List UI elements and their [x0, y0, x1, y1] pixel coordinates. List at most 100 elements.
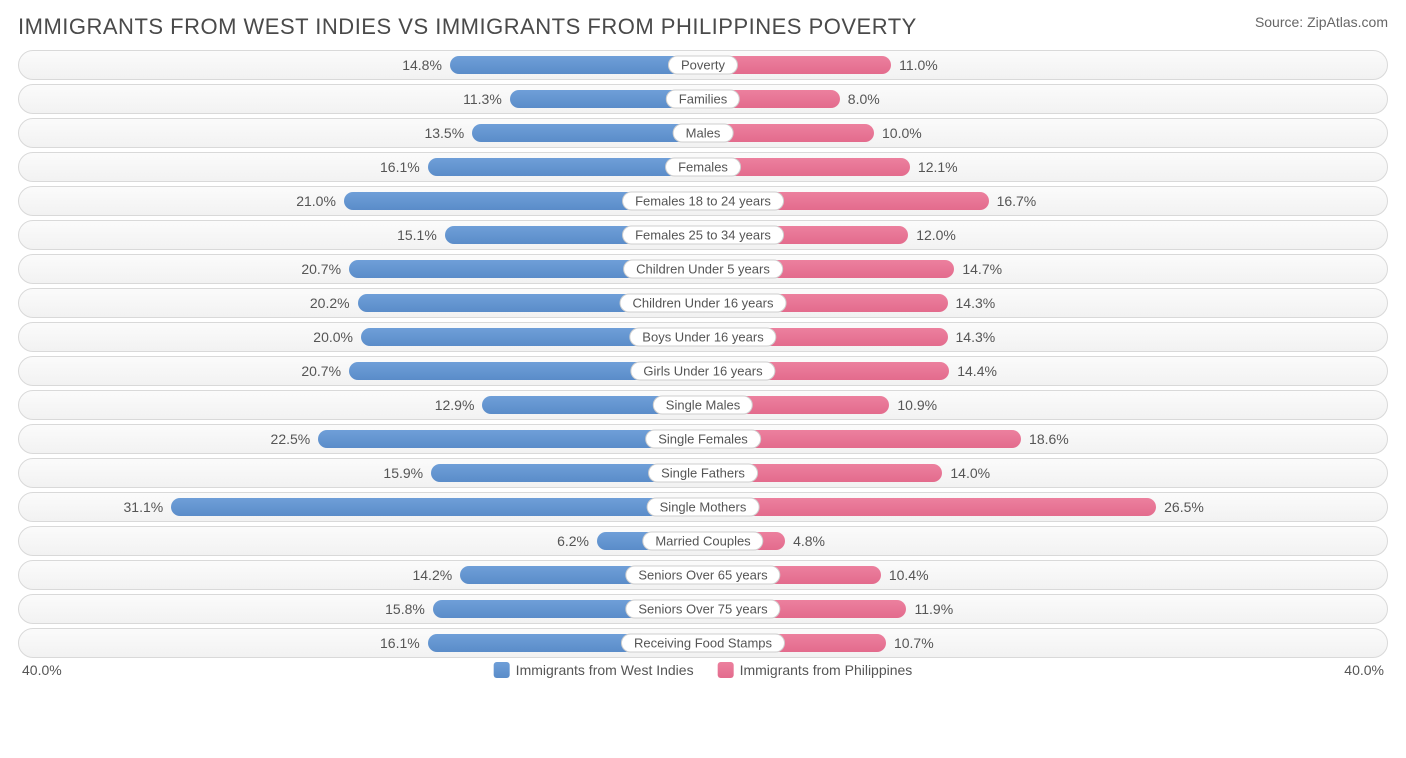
- category-label: Girls Under 16 years: [630, 362, 775, 381]
- left-half: 22.5%: [19, 425, 703, 453]
- chart-row: 22.5%18.6%Single Females: [18, 424, 1388, 454]
- bar-left: 13.5%: [472, 124, 703, 142]
- value-label-left: 20.0%: [313, 329, 361, 345]
- chart-title: IMMIGRANTS FROM WEST INDIES VS IMMIGRANT…: [18, 14, 917, 40]
- header: IMMIGRANTS FROM WEST INDIES VS IMMIGRANT…: [18, 14, 1388, 40]
- value-label-left: 31.1%: [124, 499, 172, 515]
- value-label-right: 10.7%: [886, 635, 934, 651]
- axis-max-left: 40.0%: [22, 662, 62, 678]
- value-label-right: 14.3%: [948, 329, 996, 345]
- value-label-left: 14.2%: [412, 567, 460, 583]
- right-half: 11.9%: [703, 595, 1387, 623]
- value-label-right: 14.0%: [942, 465, 990, 481]
- value-label-right: 14.3%: [948, 295, 996, 311]
- category-label: Single Fathers: [648, 464, 758, 483]
- chart-row: 15.9% 14.0% Single Fathers: [18, 458, 1388, 488]
- value-label-right: 11.9%: [906, 601, 953, 617]
- left-half: 21.0%: [19, 187, 703, 215]
- category-label: Married Couples: [642, 532, 763, 551]
- chart-row: 20.0% 14.3% Boys Under 16 years: [18, 322, 1388, 352]
- right-half: 14.4%: [703, 357, 1387, 385]
- category-label: Receiving Food Stamps: [621, 634, 785, 653]
- left-half: 13.5%: [19, 119, 703, 147]
- value-label-right: 10.4%: [881, 567, 929, 583]
- value-label-right: 26.5%: [1156, 499, 1204, 515]
- value-label-right: 10.9%: [889, 397, 937, 413]
- value-label-left: 6.2%: [557, 533, 597, 549]
- value-label-right: 14.7%: [954, 261, 1002, 277]
- category-label: Seniors Over 65 years: [625, 566, 780, 585]
- left-half: 31.1%: [19, 493, 703, 521]
- right-half: 14.0%: [703, 459, 1387, 487]
- bar-left: 16.1%: [428, 158, 703, 176]
- left-half: 20.2%: [19, 289, 703, 317]
- left-half: 15.8%: [19, 595, 703, 623]
- left-half: 20.7%: [19, 357, 703, 385]
- value-label-left: 20.7%: [301, 363, 349, 379]
- legend-label-left: Immigrants from West Indies: [516, 662, 694, 678]
- source-attribution: Source: ZipAtlas.com: [1255, 14, 1388, 30]
- category-label: Females: [665, 158, 741, 177]
- value-label-left: 15.9%: [383, 465, 431, 481]
- chart-row: 16.1% 12.1% Females: [18, 152, 1388, 182]
- value-label-left: 11.3%: [463, 91, 510, 107]
- value-label-left: 20.7%: [301, 261, 349, 277]
- category-label: Boys Under 16 years: [629, 328, 776, 347]
- left-half: 14.8%: [19, 51, 703, 79]
- legend-item-right: Immigrants from Philippines: [718, 662, 913, 678]
- legend-swatch-left: [494, 662, 510, 678]
- category-label: Males: [673, 124, 734, 143]
- chart-row: 21.0%16.7%Females 18 to 24 years: [18, 186, 1388, 216]
- right-half: 16.7%: [703, 187, 1387, 215]
- left-half: 11.3%: [19, 85, 703, 113]
- chart-row: 12.9% 10.9% Single Males: [18, 390, 1388, 420]
- right-half: 14.3%: [703, 323, 1387, 351]
- bar-left: 14.8%: [450, 56, 703, 74]
- right-half: 12.0%: [703, 221, 1387, 249]
- chart-row: 15.1% 12.0% Females 25 to 34 years: [18, 220, 1388, 250]
- value-label-left: 22.5%: [271, 431, 319, 447]
- bar-left: 31.1%: [171, 498, 703, 516]
- chart-row: 20.2% 14.3% Children Under 16 years: [18, 288, 1388, 318]
- value-label-left: 12.9%: [435, 397, 483, 413]
- right-half: 8.0%: [703, 85, 1387, 113]
- value-label-right: 10.0%: [874, 125, 922, 141]
- category-label: Single Males: [653, 396, 753, 415]
- value-label-right: 12.1%: [910, 159, 958, 175]
- chart-row: 6.2% 4.8% Married Couples: [18, 526, 1388, 556]
- legend-label-right: Immigrants from Philippines: [740, 662, 913, 678]
- right-half: 14.3%: [703, 289, 1387, 317]
- left-half: 6.2%: [19, 527, 703, 555]
- legend-swatch-right: [718, 662, 734, 678]
- left-half: 16.1%: [19, 153, 703, 181]
- right-half: 18.6%: [703, 425, 1387, 453]
- chart-rows-container: 14.8%11.0%Poverty11.3%8.0%Families13.5%1…: [18, 50, 1388, 658]
- right-half: 26.5%: [703, 493, 1387, 521]
- left-half: 14.2%: [19, 561, 703, 589]
- left-half: 15.9%: [19, 459, 703, 487]
- value-label-right: 16.7%: [989, 193, 1037, 209]
- left-half: 12.9%: [19, 391, 703, 419]
- category-label: Children Under 16 years: [620, 294, 787, 313]
- value-label-left: 15.1%: [397, 227, 445, 243]
- left-half: 15.1%: [19, 221, 703, 249]
- right-half: 12.1%: [703, 153, 1387, 181]
- right-half: 10.4%: [703, 561, 1387, 589]
- right-half: 10.9%: [703, 391, 1387, 419]
- chart-row: 14.2% 10.4% Seniors Over 65 years: [18, 560, 1388, 590]
- chart-row: 20.7% 14.4%Girls Under 16 years: [18, 356, 1388, 386]
- value-label-right: 12.0%: [908, 227, 956, 243]
- left-half: 20.7%: [19, 255, 703, 283]
- legend-item-left: Immigrants from West Indies: [494, 662, 694, 678]
- value-label-right: 4.8%: [785, 533, 825, 549]
- right-half: 11.0%: [703, 51, 1387, 79]
- chart-row: 15.8%11.9%Seniors Over 75 years: [18, 594, 1388, 624]
- legend: Immigrants from West Indies Immigrants f…: [494, 662, 913, 678]
- category-label: Single Mothers: [647, 498, 760, 517]
- chart-row: 31.1% 26.5% Single Mothers: [18, 492, 1388, 522]
- value-label-left: 20.2%: [310, 295, 358, 311]
- value-label-left: 15.8%: [385, 601, 433, 617]
- category-label: Females 25 to 34 years: [622, 226, 784, 245]
- value-label-left: 21.0%: [296, 193, 344, 209]
- right-half: 10.7%: [703, 629, 1387, 657]
